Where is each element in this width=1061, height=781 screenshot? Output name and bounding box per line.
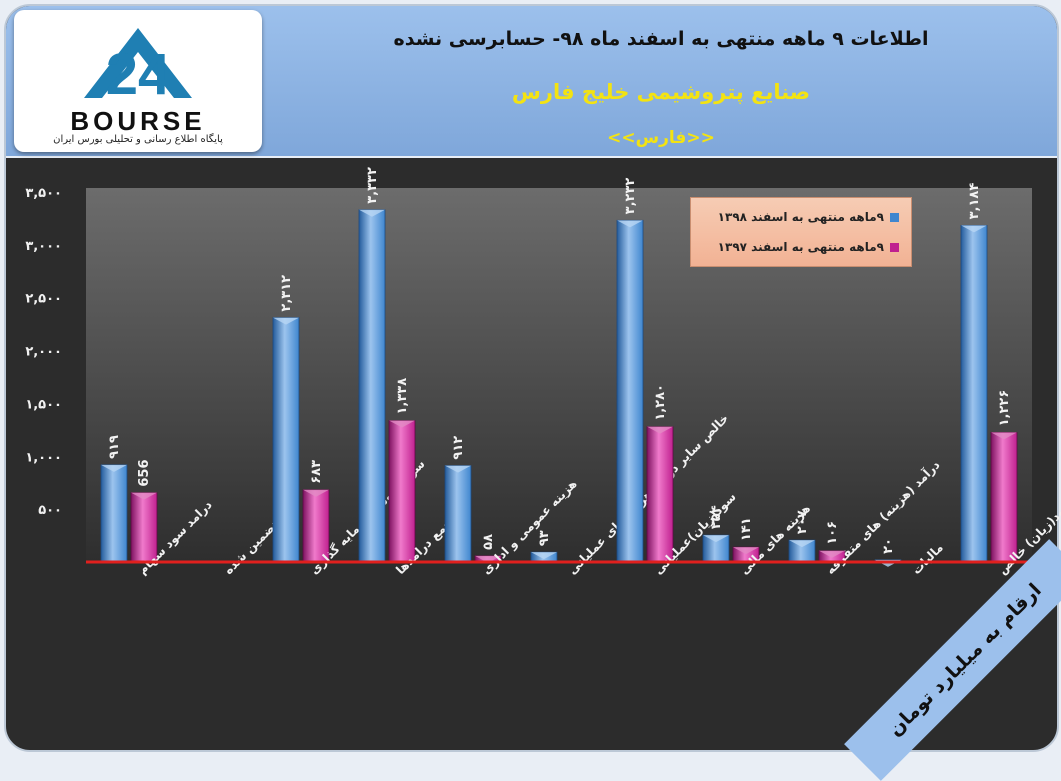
data-label: ۹۱۲ (451, 436, 466, 460)
bar-1397 (388, 420, 416, 563)
legend-swatch-1398 (890, 213, 899, 222)
bar-cap (789, 540, 815, 548)
bar-cap (531, 552, 557, 560)
bar-cap (131, 492, 157, 500)
data-label: ۳,۱۸۴ (967, 183, 982, 220)
logo-word: BOURSE (70, 106, 206, 136)
y-tick-label: ۵۰۰ (38, 503, 62, 518)
y-tick-label: ۳,۰۰۰ (25, 239, 62, 254)
bar-1398 (100, 464, 128, 563)
y-tick-label: ۲,۵۰۰ (25, 292, 62, 307)
legend: ۹ماهه منتهی به اسفند ۱۳۹۸ ۹ماهه منتهی به… (690, 197, 912, 267)
data-label: ۲,۳۱۲ (279, 275, 294, 312)
data-label: ۹۱۹ (107, 435, 122, 459)
bar-cap (445, 465, 471, 473)
ticker-symbol: <<فارس>> (607, 128, 715, 148)
company-name: صنایع پتروشیمی خلیج فارس (511, 80, 811, 104)
data-label: ۲۰۷ (795, 510, 810, 534)
data-label: ۱,۲۸۰ (653, 384, 668, 421)
data-label: ۱,۳۳۸ (395, 378, 410, 415)
bar-cap (733, 547, 759, 555)
legend-label-1397: ۹ماهه منتهی به اسفند ۱۳۹۷ (717, 240, 884, 254)
bar-cap (961, 225, 987, 233)
bar-cap (703, 535, 729, 543)
data-label: 656 (137, 460, 152, 487)
y-tick-label: ۲,۰۰۰ (25, 345, 62, 360)
bar-cap (617, 220, 643, 228)
logo-number: 24 (106, 42, 171, 107)
bar-1398 (960, 225, 988, 563)
data-label: ۹۳ (537, 530, 552, 546)
bar-1398 (444, 465, 472, 563)
bar-cap (475, 555, 501, 563)
category-label: مالیات (909, 540, 946, 577)
y-tick-label: ۳,۵۰۰ (25, 186, 62, 201)
data-label: ۵۸ (481, 534, 496, 550)
bar-cap (273, 317, 299, 325)
bar-cap (819, 550, 845, 558)
bar-chart: ۳,۵۰۰۳,۰۰۰۲,۵۰۰۲,۰۰۰۱,۵۰۰۱,۰۰۰۵۰۰۹۱۹656د… (25, 167, 1032, 578)
data-label: ۲۰ (881, 538, 896, 554)
bar-1397 (990, 431, 1018, 563)
bar-cap (647, 426, 673, 434)
units-corner: ارقام به میلیارد تومان (844, 539, 1061, 781)
logo-tagline: پایگاه اطلاع رسانی و تحلیلی بورس ایران (53, 134, 223, 145)
bar-cap (991, 432, 1017, 440)
report-heading: اطلاعات ۹ ماهه منتهی به اسفند ماه ۹۸- حس… (393, 28, 929, 50)
data-label: ۳,۳۳۲ (365, 167, 380, 204)
bar-1398 (616, 219, 644, 563)
data-label: ۶۸۳ (309, 460, 324, 484)
data-label: ۱۰۶ (825, 521, 840, 545)
bar-1397 (302, 489, 330, 563)
y-tick-label: ۱,۵۰۰ (25, 397, 62, 412)
data-label: ۳,۲۳۲ (623, 178, 638, 215)
bar-cap (101, 464, 127, 472)
header-band: 24 BOURSE پایگاه اطلاع رسانی و تحلیلی بو… (6, 6, 1057, 158)
data-label: ۱,۲۲۶ (997, 390, 1012, 427)
bar-1398 (272, 317, 300, 563)
bar-1397 (646, 426, 674, 563)
bar-1398 (358, 209, 386, 563)
bar-1397 (130, 492, 158, 563)
legend-item-1398: ۹ماهه منتهی به اسفند ۱۳۹۸ (718, 210, 899, 224)
data-label: ۲۵۴ (709, 505, 724, 529)
bar-cap (389, 420, 415, 428)
legend-swatch-1397 (890, 243, 899, 252)
y-tick-label: ۱,۰۰۰ (25, 450, 62, 465)
data-label: ۱۴۱ (739, 517, 754, 541)
legend-item-1397: ۹ماهه منتهی به اسفند ۱۳۹۷ (718, 240, 899, 254)
legend-label-1398: ۹ماهه منتهی به اسفند ۱۳۹۸ (717, 210, 884, 224)
logo-mark-icon: 24 (84, 28, 192, 107)
bar-cap (359, 209, 385, 217)
bar-cap (303, 489, 329, 497)
logo: 24 BOURSE پایگاه اطلاع رسانی و تحلیلی بو… (14, 10, 262, 152)
